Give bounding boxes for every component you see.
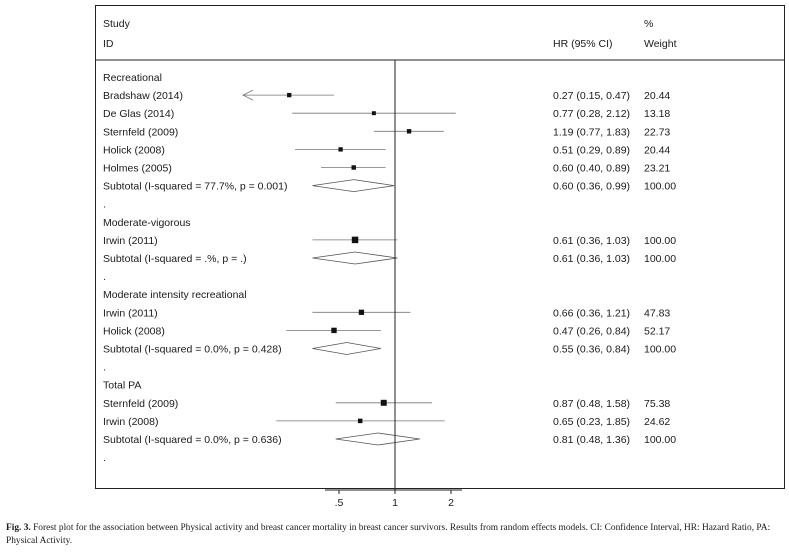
hr-ci-value: 1.19 (0.77, 1.83) bbox=[553, 126, 630, 138]
study-label: Irwin (2008) bbox=[103, 416, 158, 428]
forest-plot: Study ID HR (95% CI) % Weight Recreation… bbox=[96, 18, 784, 509]
point-estimate bbox=[358, 309, 365, 315]
subtotal-label: Subtotal (I-squared = .%, p = .) bbox=[103, 253, 247, 265]
hr-ci-value: 0.87 (0.48, 1.58) bbox=[553, 398, 630, 410]
header-weight: Weight bbox=[644, 38, 677, 50]
study-label: Holick (2008) bbox=[103, 144, 165, 156]
point-estimate bbox=[287, 92, 292, 98]
weight-value: 47.83 bbox=[644, 307, 670, 319]
point-estimate bbox=[406, 129, 412, 134]
point-estimate bbox=[380, 399, 387, 406]
subtotal-diamond bbox=[312, 179, 395, 193]
study-label: Irwin (2011) bbox=[103, 235, 158, 247]
weight-value: 100.00 bbox=[644, 253, 676, 265]
point-estimate bbox=[357, 418, 363, 424]
weight-value: 100.00 bbox=[644, 434, 676, 446]
hr-ci-value: 0.55 (0.36, 0.84) bbox=[553, 344, 630, 356]
point-estimate bbox=[338, 147, 343, 152]
hr-ci-value: 0.47 (0.26, 0.84) bbox=[553, 325, 630, 337]
subtotal-label: Subtotal (I-squared = 0.0%, p = 0.636) bbox=[103, 434, 282, 446]
hr-ci-value: 0.66 (0.36, 1.21) bbox=[553, 307, 630, 319]
weight-value: 100.00 bbox=[644, 235, 676, 247]
weight-value: 13.18 bbox=[644, 108, 670, 120]
subtotal-label: Subtotal (I-squared = 0.0%, p = 0.428) bbox=[103, 344, 282, 356]
figure-caption: Fig. 3. Forest plot for the association … bbox=[6, 522, 786, 547]
study-label: Sternfeld (2009) bbox=[103, 126, 178, 138]
spacer-dot: . bbox=[103, 362, 106, 374]
weight-value: 52.17 bbox=[644, 325, 670, 337]
hr-ci-value: 0.61 (0.36, 1.03) bbox=[553, 253, 630, 265]
hr-ci-value: 0.61 (0.36, 1.03) bbox=[553, 235, 630, 247]
subtotal-diamond bbox=[335, 432, 420, 446]
x-tick-label: 2 bbox=[448, 497, 454, 509]
group-label: Recreational bbox=[103, 72, 162, 84]
weight-value: 100.00 bbox=[644, 181, 676, 193]
hr-ci-value: 0.65 (0.23, 1.85) bbox=[553, 416, 630, 428]
weight-value: 24.62 bbox=[644, 416, 670, 428]
spacer-dot: . bbox=[103, 199, 106, 211]
forest-plot-frame bbox=[95, 5, 785, 489]
hr-ci-value: 0.51 (0.29, 0.89) bbox=[553, 144, 630, 156]
weight-value: 20.44 bbox=[644, 144, 670, 156]
subtotal-label: Subtotal (I-squared = 77.7%, p = 0.001) bbox=[103, 181, 287, 193]
weight-value: 100.00 bbox=[644, 344, 676, 356]
point-estimate bbox=[351, 165, 356, 170]
study-label: Sternfeld (2009) bbox=[103, 398, 178, 410]
point-estimate bbox=[371, 111, 376, 116]
x-tick-label: 1 bbox=[392, 497, 398, 509]
hr-ci-value: 0.81 (0.48, 1.36) bbox=[553, 434, 630, 446]
study-label: Bradshaw (2014) bbox=[103, 90, 183, 102]
ci-arrow-left bbox=[242, 89, 254, 101]
group-label: Total PA bbox=[103, 380, 141, 392]
study-label: Holick (2008) bbox=[103, 325, 165, 337]
weight-value: 22.73 bbox=[644, 126, 670, 138]
point-estimate bbox=[331, 327, 337, 334]
hr-ci-value: 0.60 (0.40, 0.89) bbox=[553, 163, 630, 175]
study-label: Holmes (2005) bbox=[103, 163, 172, 175]
weight-value: 75.38 bbox=[644, 398, 670, 410]
hr-ci-value: 0.27 (0.15, 0.47) bbox=[553, 90, 630, 102]
header-percent: % bbox=[644, 18, 653, 30]
point-estimate bbox=[351, 236, 359, 244]
group-label: Moderate intensity recreational bbox=[103, 289, 247, 301]
weight-value: 20.44 bbox=[644, 90, 670, 102]
spacer-dot: . bbox=[103, 271, 106, 283]
spacer-dot: . bbox=[103, 452, 106, 464]
hr-ci-value: 0.60 (0.36, 0.99) bbox=[553, 181, 630, 193]
hr-ci-value: 0.77 (0.28, 2.12) bbox=[553, 108, 630, 120]
group-label: Moderate-vigorous bbox=[103, 217, 191, 229]
subtotal-diamond bbox=[312, 251, 398, 265]
x-tick-label: .5 bbox=[335, 497, 344, 509]
study-label: Irwin (2011) bbox=[103, 307, 158, 319]
header-id: ID bbox=[103, 38, 114, 50]
weight-value: 23.21 bbox=[644, 163, 670, 175]
header-hr: HR (95% CI) bbox=[553, 38, 613, 50]
subtotal-diamond bbox=[312, 342, 381, 355]
study-label: De Glas (2014) bbox=[103, 108, 174, 120]
caption-text: Forest plot for the association between … bbox=[6, 523, 771, 546]
caption-fig-label: Fig. 3. bbox=[6, 523, 31, 533]
header-study: Study bbox=[103, 18, 131, 30]
